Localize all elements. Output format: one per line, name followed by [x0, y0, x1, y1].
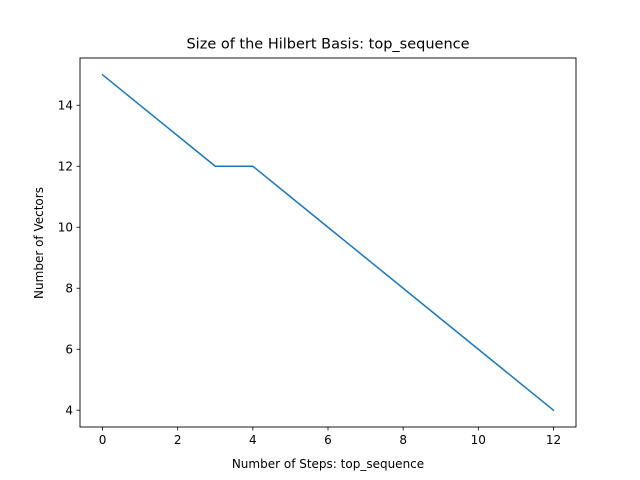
x-tick-label: 10: [471, 433, 486, 447]
plot-area: [101, 73, 555, 412]
x-tick-label: 2: [174, 433, 182, 447]
y-axis-ticks: 4 6 8 10 12 14: [58, 99, 80, 418]
x-tick-label: 12: [546, 433, 561, 447]
y-axis-title: Number of Vectors: [32, 187, 46, 299]
plot-frame: [79, 57, 577, 428]
y-tick-label: 14: [58, 99, 73, 113]
y-tick-label: 8: [65, 282, 73, 296]
x-axis-title: Number of Steps: top_sequence: [232, 457, 424, 471]
y-tick-label: 10: [58, 221, 73, 235]
chart-title: Size of the Hilbert Basis: top_sequence: [186, 37, 469, 53]
series-line: [101, 73, 555, 412]
x-axis-ticks: 0 2 4 6 8 10 12: [99, 427, 561, 447]
x-tick-label: 4: [249, 433, 257, 447]
x-tick-label: 6: [324, 433, 332, 447]
x-tick-label: 8: [399, 433, 407, 447]
y-tick-label: 12: [58, 160, 73, 174]
x-tick-label: 0: [99, 433, 107, 447]
y-tick-label: 4: [65, 404, 73, 418]
y-tick-label: 6: [65, 343, 73, 357]
